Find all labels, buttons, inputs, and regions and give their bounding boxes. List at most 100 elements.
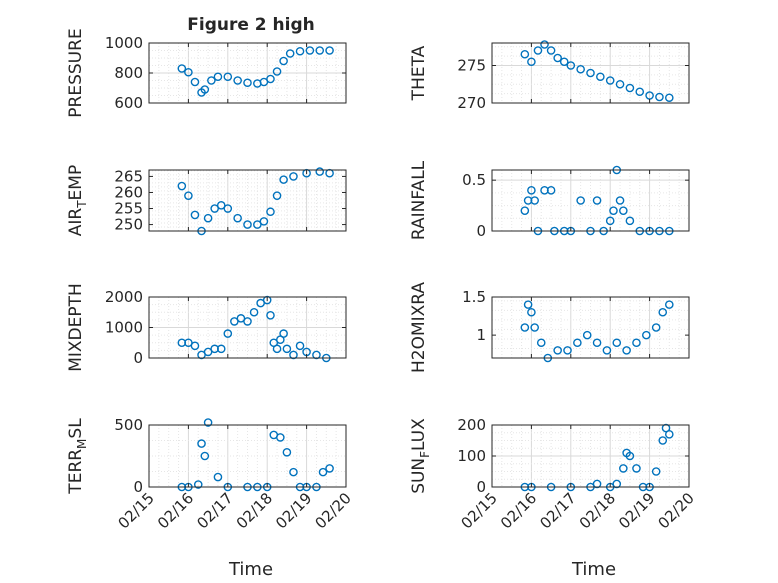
x-tick-label: 02/17 [193, 489, 236, 532]
data-point [266, 74, 275, 84]
data-point [622, 346, 631, 355]
data-point [177, 181, 187, 191]
y-axis-label: RAINFALL [409, 160, 429, 240]
y-tick-label: 250 [114, 216, 143, 234]
figure-title: Figure 2 high [187, 15, 315, 35]
data-point [605, 76, 615, 85]
data-series [177, 295, 331, 363]
data-point [262, 295, 272, 305]
data-point [625, 216, 635, 226]
data-point [615, 196, 625, 205]
data-point [279, 56, 288, 66]
data-point [200, 451, 210, 461]
x-tick-label: 02/17 [536, 489, 579, 532]
data-point [520, 206, 530, 215]
data-point [279, 329, 288, 338]
data-point [233, 76, 242, 85]
y-tick-label: 265 [114, 167, 143, 185]
data-point [619, 464, 628, 473]
data-point [325, 464, 334, 473]
data-point [289, 172, 298, 181]
data-point [276, 433, 285, 442]
y-axis-label: TERRMSL [66, 418, 89, 495]
data-point [605, 216, 615, 226]
data-point [596, 72, 605, 82]
axes-box [491, 42, 690, 104]
data-point [272, 191, 282, 200]
data-point [530, 196, 539, 205]
data-point [536, 338, 546, 348]
data-point [266, 207, 275, 217]
y-tick-label: 0 [133, 349, 143, 367]
x-tick-label: 02/19 [272, 489, 315, 532]
data-point [223, 204, 233, 213]
y-tick-label: 100 [457, 447, 486, 465]
y-tick-label: 275 [457, 57, 486, 75]
data-point [318, 467, 328, 477]
y-tick-label: 260 [114, 183, 143, 201]
data-point [566, 61, 576, 70]
data-point [282, 344, 292, 354]
data-point [203, 418, 213, 427]
data-point [520, 323, 530, 332]
data-point [243, 317, 252, 326]
data-point [586, 68, 595, 78]
data-point [651, 323, 661, 332]
data-point [213, 72, 223, 82]
data-point [210, 204, 219, 213]
data-point [184, 191, 193, 200]
data-point [546, 186, 556, 195]
x-tick-label: 02/16 [497, 489, 540, 532]
y-axis-label: H2OMIXRA [409, 282, 429, 373]
data-point [295, 341, 305, 351]
grid [148, 170, 347, 232]
data-point [582, 330, 592, 340]
grid [491, 170, 690, 232]
data-point [177, 64, 187, 73]
data-series [520, 40, 674, 103]
subplot-terr-msl: 02/1502/1602/1702/1802/1902/200500TERRMS… [66, 416, 355, 532]
subplot-sun-flux: 02/1502/1602/1702/1802/1902/200100200SUN… [409, 416, 698, 532]
data-point [216, 344, 226, 354]
data-point [207, 76, 216, 85]
y-tick-label: 0 [133, 478, 143, 496]
data-point [612, 338, 622, 348]
data-point [665, 429, 674, 439]
subplot-theta: 270 275 THETA [409, 40, 690, 112]
data-point [213, 472, 223, 482]
data-point [625, 83, 635, 93]
axes-box [491, 296, 690, 359]
data-series [520, 300, 674, 363]
subplot-pressure: 600 800 1000 PRESSURE [66, 28, 347, 118]
data-point [576, 64, 585, 74]
x-axis-label-right: Time [571, 559, 616, 580]
data-point [266, 310, 275, 320]
y-tick-label: 1 [476, 326, 486, 344]
data-point [190, 341, 200, 351]
data-point [540, 40, 549, 49]
data-point [642, 330, 651, 340]
x-axis-label-left: Time [228, 559, 273, 580]
subplot-mixdepth: 0 1000 2000 MIXDEPTH [66, 283, 347, 372]
data-point [602, 346, 612, 355]
y-axis-label: THETA [409, 45, 429, 101]
data-point [553, 346, 562, 355]
data-point [190, 210, 200, 220]
data-point [289, 467, 298, 477]
y-axis-label: SUNFLUX [409, 418, 432, 494]
data-point [272, 344, 282, 354]
data-point [530, 323, 539, 332]
data-point [233, 213, 242, 223]
data-point [184, 67, 193, 77]
data-point [289, 350, 298, 360]
data-point [527, 307, 536, 317]
data-point [658, 307, 668, 317]
data-point [592, 338, 602, 348]
data-point [576, 196, 585, 205]
data-point [655, 92, 664, 102]
data-point [563, 346, 572, 355]
data-point [253, 220, 262, 229]
